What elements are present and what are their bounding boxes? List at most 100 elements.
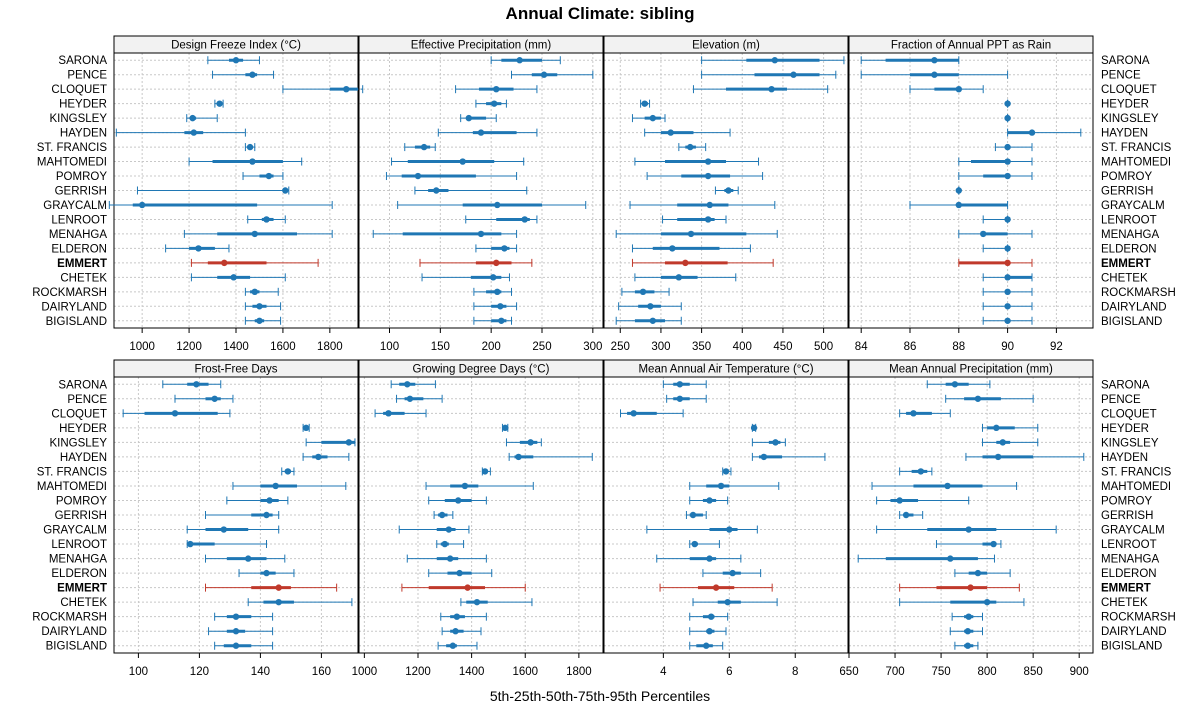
panel-fraction-of-annual-ppt-as-rain: Fraction of Annual PPT as Rain 84 86 88 90 92 <box>848 35 1094 353</box>
interval-cloquet <box>619 409 684 418</box>
site-label-right-hayden: HAYDEN <box>1101 452 1148 464</box>
interval-pence <box>701 70 837 79</box>
site-label-right-bigisland: BIGISLAND <box>1101 316 1162 328</box>
interval-hayden <box>965 452 1085 461</box>
median-point <box>750 424 758 432</box>
interval-hayden <box>1007 128 1082 137</box>
interval-menahga <box>372 229 518 238</box>
panel-strip-label: Elevation (m) <box>692 40 760 52</box>
median-point <box>707 613 715 620</box>
site-label-left-mahtomedi: MAHTOMEDI <box>37 481 107 493</box>
x-tick-label: 900 <box>1070 666 1089 678</box>
median-point <box>461 482 469 490</box>
interval-elderon <box>954 569 1011 578</box>
median-point <box>703 642 710 649</box>
site-label-left-elderon: ELDERON <box>51 243 107 255</box>
interval-elderon <box>702 569 762 578</box>
x-tick-label: 140 <box>251 666 270 678</box>
median-point <box>193 381 200 388</box>
site-label-right-st-francis: ST. FRANCIS <box>1101 466 1172 478</box>
median-point <box>676 381 684 388</box>
median-point <box>965 613 972 620</box>
interval-menahga <box>205 554 286 563</box>
site-label-left-kingsley: KINGSLEY <box>49 437 107 449</box>
median-point <box>420 143 428 151</box>
median-point <box>772 439 779 446</box>
median-point <box>516 57 523 64</box>
site-label-left-mahtomedi: MAHTOMEDI <box>37 157 107 169</box>
interval-graycalm <box>397 200 587 209</box>
panel-frame <box>358 376 604 654</box>
median-point <box>246 143 254 151</box>
x-tick-label: 1200 <box>176 341 202 353</box>
median-point <box>706 628 713 635</box>
site-label-left-graycalm: GRAYCALM <box>43 200 107 212</box>
interval-elderon <box>428 569 493 578</box>
panel-strip-label: Design Freeze Index (°C) <box>171 40 301 52</box>
median-point <box>490 274 497 281</box>
interval-dairyland <box>473 302 518 311</box>
site-label-left-sarona: SARONA <box>58 379 107 391</box>
x-tick-label: 100 <box>380 341 399 353</box>
x-tick-label: 500 <box>814 341 833 353</box>
x-tick-label: 1400 <box>459 666 485 678</box>
interval-pence <box>396 394 443 403</box>
interval-hayden <box>751 452 826 461</box>
interval-mahtomedi <box>689 481 780 490</box>
interval-mahtomedi <box>232 481 347 490</box>
site-label-right-chetek: CHETEK <box>1101 597 1148 609</box>
x-tick-label: 150 <box>431 341 450 353</box>
median-point <box>249 158 256 165</box>
panel-frame <box>358 52 604 329</box>
median-point <box>760 453 768 461</box>
interval-chetek <box>190 273 286 282</box>
interval-st-francis <box>678 143 707 152</box>
interval-menahga <box>656 554 742 563</box>
median-point <box>275 584 282 591</box>
median-point <box>999 439 1006 446</box>
x-tick-label: 300 <box>583 341 602 353</box>
site-label-right-cloquet: CLOQUET <box>1101 408 1157 420</box>
interval-heyder <box>1004 99 1011 108</box>
site-label-left-pomroy: POMROY <box>56 171 107 183</box>
interval-graycalm <box>909 200 1009 209</box>
panel-frame <box>848 376 1094 654</box>
site-label-right-heyder: HEYDER <box>1101 423 1149 435</box>
median-point <box>729 569 736 577</box>
median-point <box>1004 245 1011 252</box>
interval-rockmarsh <box>473 287 512 296</box>
interval-sarona <box>926 380 991 389</box>
median-point <box>1004 114 1011 122</box>
median-point <box>768 85 775 93</box>
median-point <box>896 497 903 504</box>
interval-st-francis <box>722 467 732 476</box>
median-point <box>910 410 917 417</box>
interval-lenroot <box>186 540 267 549</box>
median-point <box>717 482 725 490</box>
interval-sarona <box>207 56 260 65</box>
site-label-right-emmert: EMMERT <box>1101 583 1151 595</box>
site-label-right-hayden: HAYDEN <box>1101 128 1148 140</box>
interval-gerrish <box>433 511 454 519</box>
interval-pomroy <box>226 496 289 505</box>
interval-gerrish <box>205 511 280 519</box>
panel-mean-annual-precipitation-mm: Mean Annual Precipitation (mm) 650 700 750 8… <box>839 359 1094 678</box>
interval-mahtomedi <box>188 157 303 166</box>
median-point <box>473 598 481 606</box>
median-point <box>494 201 501 209</box>
median-point <box>1004 317 1011 324</box>
x-tick-label: 800 <box>978 666 997 678</box>
site-label-right-st-francis: ST. FRANCIS <box>1101 142 1172 154</box>
site-label-right-menahga: MENAHGA <box>1101 554 1159 566</box>
median-point <box>441 540 449 548</box>
panel-frost-free-days: Frost-Free Days 100 120 140 160 <box>113 359 359 678</box>
site-label-right-kingsley: KINGSLEY <box>1101 437 1159 449</box>
interval-kingsley <box>460 114 497 123</box>
x-tick-label: 700 <box>885 666 904 678</box>
median-point <box>726 526 733 533</box>
interval-cloquet <box>909 85 984 94</box>
interval-menahga <box>958 229 1033 238</box>
site-label-right-dairyland: DAIRYLAND <box>1101 626 1167 638</box>
median-point <box>790 71 797 78</box>
